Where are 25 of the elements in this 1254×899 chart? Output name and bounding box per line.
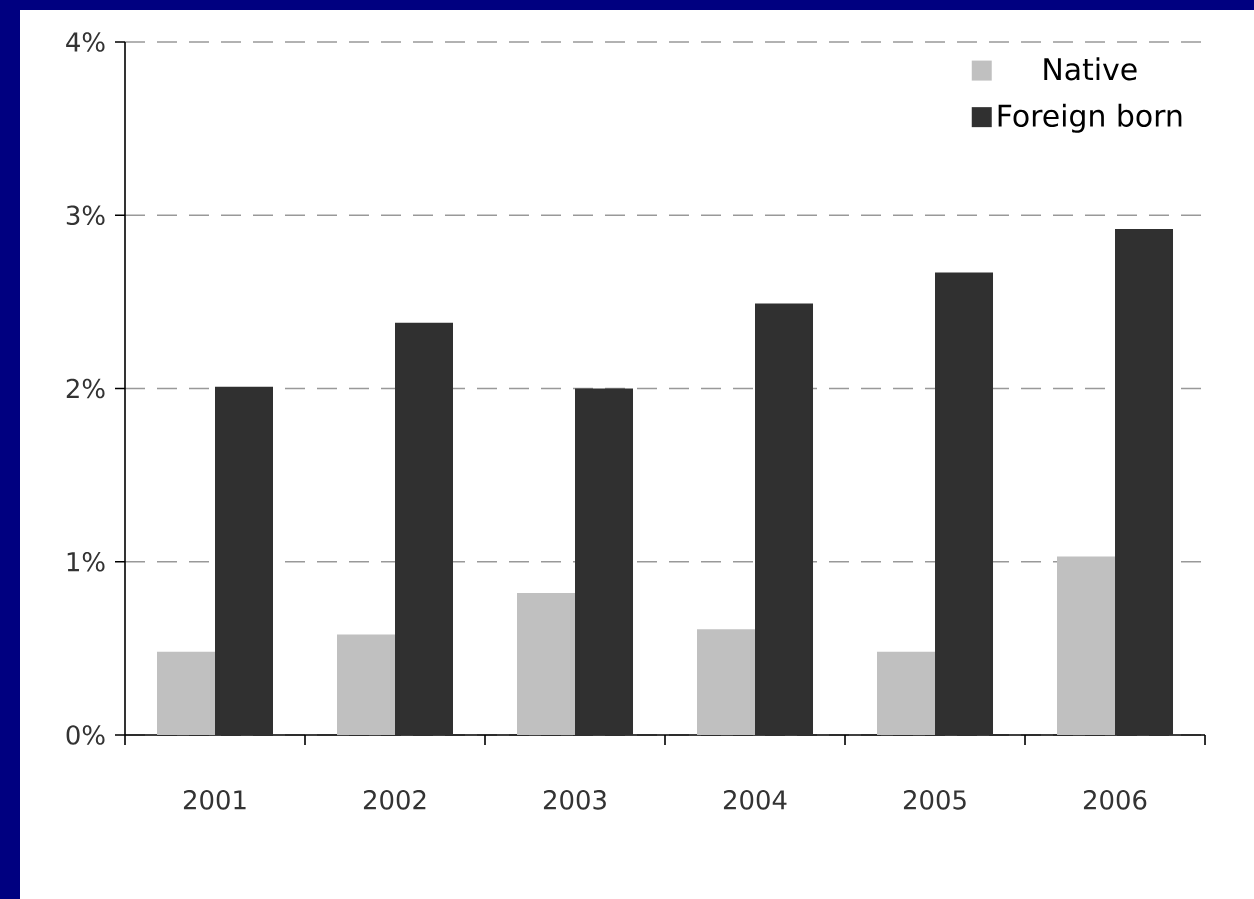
bar (877, 651, 936, 735)
bar (215, 386, 273, 735)
x-tick-label: 2001 (183, 790, 246, 810)
bar (935, 272, 994, 735)
bar (755, 303, 814, 735)
bar (157, 651, 215, 735)
x-tick-label: 2002 (363, 790, 426, 810)
bar (575, 388, 634, 735)
legend-label: Native (1044, 57, 1137, 81)
y-tick-label: 2% (66, 378, 105, 399)
y-tick-label: 1% (67, 551, 105, 572)
x-tick-label: 2003 (543, 790, 606, 810)
y-tick-label: 0% (66, 725, 105, 745)
bar (395, 322, 453, 735)
x-tick-label: 2004 (723, 790, 787, 810)
legend-label: Foreign born (998, 103, 1182, 133)
bar (517, 592, 575, 735)
bar (1057, 556, 1116, 735)
x-tick-label: 2006 (1083, 790, 1147, 810)
x-tick-label: 2005 (903, 790, 966, 810)
bar (1115, 229, 1174, 735)
y-tick-label: 4% (66, 32, 105, 52)
y-tick-label: 3% (66, 205, 105, 226)
bar (337, 634, 395, 735)
bar (697, 629, 755, 735)
